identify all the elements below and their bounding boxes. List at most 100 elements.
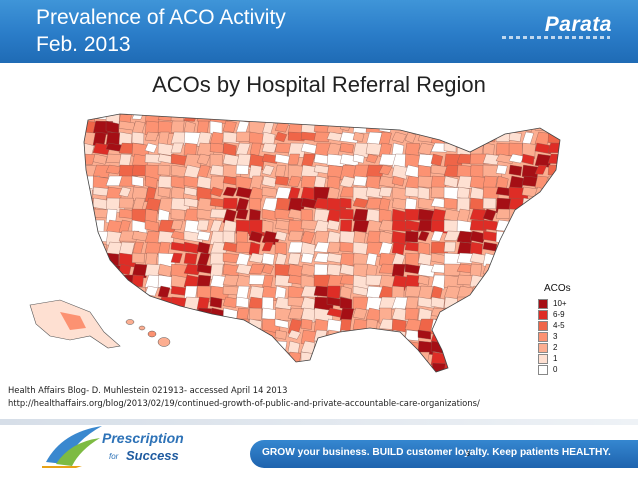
footer-divider	[0, 419, 638, 425]
referral-region	[521, 219, 536, 236]
referral-region	[326, 219, 341, 231]
referral-region	[170, 230, 188, 241]
referral-region	[144, 153, 162, 164]
referral-region	[534, 263, 548, 280]
referral-region	[261, 164, 275, 176]
referral-region	[430, 296, 445, 309]
referral-region	[482, 274, 497, 285]
referral-region	[417, 120, 435, 135]
referral-region	[534, 142, 553, 155]
referral-region	[417, 329, 431, 340]
referral-region	[261, 340, 279, 356]
referral-region	[170, 186, 185, 200]
referral-region	[287, 131, 306, 142]
referral-region	[84, 340, 92, 353]
referral-region	[209, 351, 228, 362]
referral-region	[521, 351, 535, 364]
referral-region	[521, 114, 542, 123]
referral-region	[430, 318, 445, 334]
referral-region	[287, 241, 304, 253]
referral-region	[495, 318, 515, 334]
referral-region	[288, 374, 306, 389]
legend-label: 10+	[553, 299, 567, 308]
referral-region	[222, 230, 235, 243]
referral-region	[443, 307, 456, 319]
referral-region	[534, 241, 554, 255]
referral-region	[92, 164, 112, 178]
referral-region	[508, 351, 522, 368]
referral-region	[391, 175, 405, 187]
referral-region	[339, 142, 354, 154]
referral-region	[482, 131, 496, 143]
referral-region	[209, 340, 224, 354]
referral-region	[443, 230, 461, 241]
referral-region	[508, 263, 523, 281]
referral-region	[352, 114, 366, 125]
referral-region	[235, 274, 254, 289]
referral-region	[535, 374, 547, 383]
referral-region	[391, 131, 407, 143]
referral-region	[326, 263, 341, 277]
referral-region	[131, 296, 144, 312]
referral-region	[352, 362, 366, 372]
referral-region	[391, 340, 406, 353]
referral-region	[118, 329, 137, 343]
referral-region	[456, 307, 475, 324]
referral-region	[235, 131, 251, 142]
referral-region	[378, 114, 391, 123]
referral-region	[521, 252, 540, 268]
referral-region	[144, 131, 159, 142]
referral-region	[157, 318, 178, 331]
referral-region	[118, 351, 132, 368]
referral-region	[430, 274, 448, 290]
legend-item: 0	[538, 364, 588, 375]
source-citation: Health Affairs Blog- D. Muhlestein 02191…	[8, 385, 288, 395]
referral-region	[196, 153, 211, 165]
referral-region	[391, 263, 406, 277]
legend-label: 3	[553, 332, 558, 341]
referral-region	[184, 374, 203, 384]
referral-region	[469, 263, 482, 277]
referral-region	[144, 263, 161, 277]
referral-region	[405, 374, 418, 385]
legend-swatch	[538, 342, 548, 353]
referral-region	[274, 241, 287, 255]
referral-region	[196, 318, 209, 335]
referral-region	[404, 351, 424, 368]
referral-region	[326, 285, 341, 299]
referral-region	[287, 230, 304, 241]
referral-region	[235, 263, 253, 275]
referral-region	[222, 197, 238, 210]
referral-region	[170, 307, 186, 324]
referral-region	[444, 374, 459, 384]
referral-region	[326, 131, 343, 142]
referral-region	[105, 362, 118, 372]
logo-for: for	[109, 452, 119, 461]
legend-swatch	[538, 353, 548, 364]
referral-region	[508, 164, 523, 176]
referral-region	[561, 198, 572, 210]
referral-region	[561, 220, 575, 232]
referral-region	[469, 329, 487, 344]
referral-region	[469, 340, 482, 351]
referral-region	[274, 340, 288, 356]
referral-region	[248, 114, 268, 123]
referral-region	[339, 307, 355, 321]
legend-item: 1	[538, 353, 588, 364]
referral-region	[209, 186, 224, 197]
referral-region	[170, 329, 186, 344]
referral-region	[430, 230, 444, 242]
referral-region	[144, 351, 162, 367]
referral-region	[144, 307, 164, 321]
referral-region	[248, 351, 264, 363]
referral-region	[235, 340, 250, 351]
referral-region	[144, 175, 158, 189]
legend-swatch	[538, 320, 548, 331]
referral-region	[547, 175, 560, 187]
referral-region	[339, 241, 355, 253]
referral-region	[391, 114, 408, 120]
referral-region	[456, 351, 475, 363]
referral-region	[547, 241, 560, 258]
referral-region	[131, 307, 149, 319]
referral-region	[170, 340, 188, 352]
